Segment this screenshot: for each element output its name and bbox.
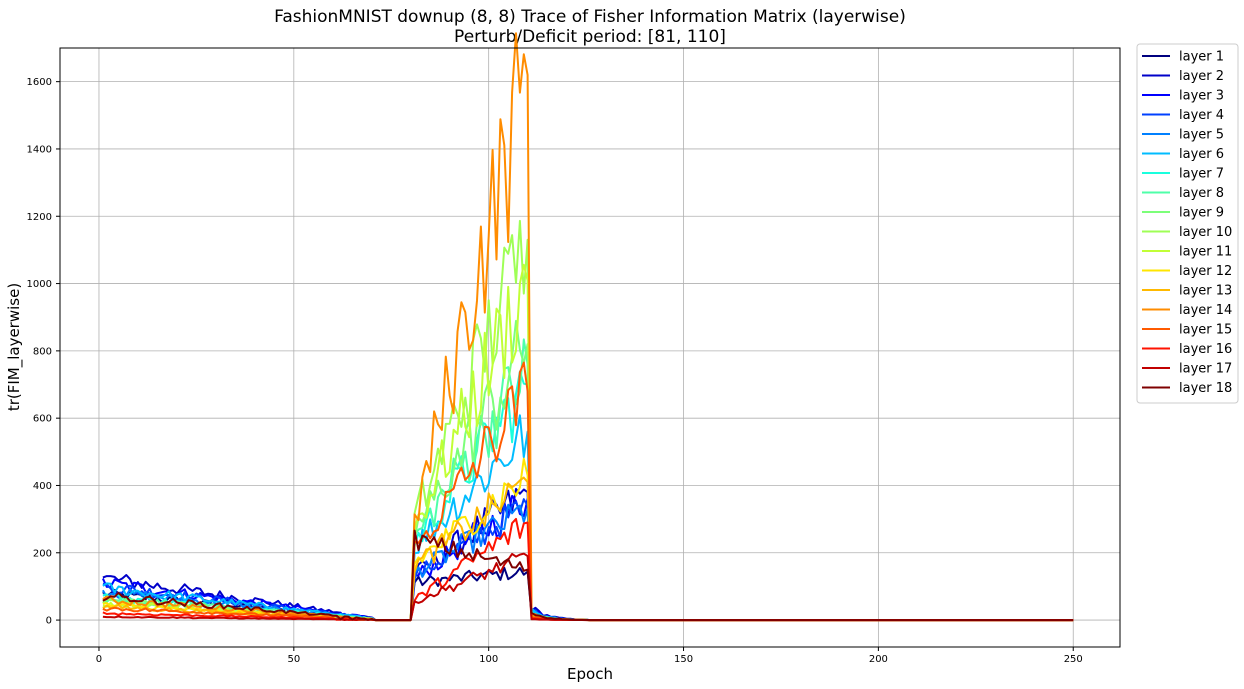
y-tick-label: 400 xyxy=(33,481,52,492)
x-tick-label: 200 xyxy=(869,654,888,665)
legend-label: layer 11 xyxy=(1179,245,1232,260)
legend-label: layer 16 xyxy=(1179,342,1232,357)
legend-label: layer 3 xyxy=(1179,89,1224,104)
y-tick-label: 1400 xyxy=(27,144,52,155)
legend-label: layer 12 xyxy=(1179,264,1232,279)
y-tick-label: 1600 xyxy=(27,77,52,88)
legend-label: layer 1 xyxy=(1179,50,1224,65)
x-tick-label: 150 xyxy=(674,654,693,665)
legend-label: layer 15 xyxy=(1179,323,1232,338)
series-line-11 xyxy=(102,263,1074,622)
grid xyxy=(60,48,1120,647)
axis-ticks: 0 50 100 150 200 250 0 200 400 600 800 1000 1200 1400… xyxy=(27,77,1083,665)
series-line-18 xyxy=(102,529,1074,622)
plot-frame xyxy=(59,47,1121,648)
y-tick-label: 0 xyxy=(46,616,52,627)
chart-subtitle: Perturb/Deficit period: [81, 110] xyxy=(454,27,726,47)
legend-label: layer 2 xyxy=(1179,69,1224,84)
legend-label: layer 14 xyxy=(1179,303,1232,318)
y-tick-label: 1200 xyxy=(27,212,52,223)
series-line-10 xyxy=(102,219,1074,622)
legend-label: layer 13 xyxy=(1179,284,1232,299)
y-axis-label: tr(FIM_layerwise) xyxy=(5,283,24,411)
series-line-15 xyxy=(102,361,1074,622)
series-line-9 xyxy=(102,319,1074,622)
y-tick-label: 600 xyxy=(33,414,52,425)
x-tick-label: 100 xyxy=(479,654,498,665)
legend-label: layer 7 xyxy=(1179,167,1224,182)
chart-title: FashionMNIST downup (8, 8) Trace of Fish… xyxy=(274,7,906,27)
x-tick-label: 250 xyxy=(1064,654,1083,665)
legend-label: layer 6 xyxy=(1179,147,1224,162)
series-lines xyxy=(101,32,1074,622)
legend: layer 1 layer 2 layer 3 layer 4 layer 5 layer… xyxy=(1136,43,1239,404)
series-line-14 xyxy=(102,32,1074,622)
x-tick-label: 50 xyxy=(287,654,300,665)
y-tick-label: 1000 xyxy=(27,279,52,290)
series-line-8 xyxy=(102,338,1074,622)
legend-label: layer 9 xyxy=(1179,206,1224,221)
series-line-3 xyxy=(101,494,1074,622)
series-line-12 xyxy=(102,457,1074,622)
legend-label: layer 4 xyxy=(1179,108,1224,123)
series-line-13 xyxy=(102,476,1074,622)
x-axis-label: Epoch xyxy=(567,665,613,683)
legend-label: layer 18 xyxy=(1179,381,1232,396)
legend-label: layer 10 xyxy=(1179,225,1232,240)
y-tick-label: 200 xyxy=(33,548,52,559)
series-line-7 xyxy=(102,370,1074,622)
legend-label: layer 17 xyxy=(1179,362,1232,377)
series-line-6 xyxy=(102,414,1074,622)
legend-label: layer 5 xyxy=(1179,128,1224,143)
y-tick-label: 800 xyxy=(33,346,52,357)
x-tick-label: 0 xyxy=(96,654,102,665)
legend-label: layer 8 xyxy=(1179,186,1224,201)
